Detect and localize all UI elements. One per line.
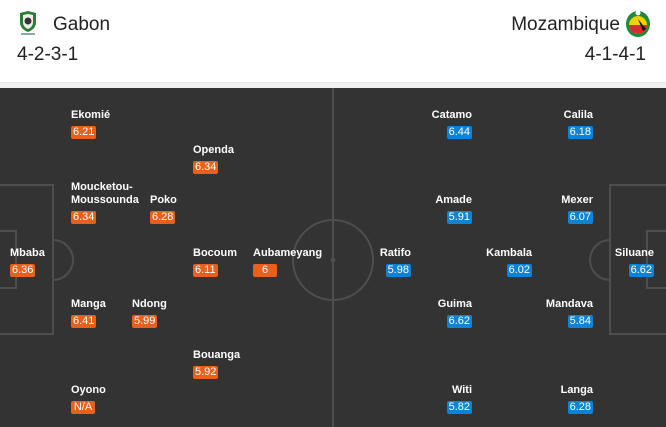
player-name: Mandava	[545, 298, 593, 310]
gabon-crest-icon	[17, 10, 39, 36]
rating-badge: 6.11	[193, 264, 218, 277]
player-name: Kambala	[486, 247, 532, 259]
pitch	[0, 88, 666, 427]
player-guima[interactable]: Guima 6.62	[438, 298, 472, 328]
player-name: Moucketou-Moussounda	[71, 181, 139, 206]
player-aubameyang[interactable]: Aubameyang 6	[253, 247, 322, 277]
rating-badge: 6.62	[446, 315, 472, 328]
player-name: Oyono	[71, 384, 106, 396]
away-team-name: Mozambique	[511, 14, 620, 35]
rating-badge: 5.92	[193, 366, 219, 379]
player-calila[interactable]: Calila 6.18	[564, 109, 593, 139]
player-mexer[interactable]: Mexer 6.07	[561, 194, 593, 224]
player-name: Siluane	[614, 247, 654, 259]
player-name: Guima	[437, 298, 472, 310]
rating-badge: 6.18	[567, 126, 593, 139]
player-name: Witi	[451, 384, 472, 396]
player-openda[interactable]: Openda 6.34	[193, 144, 234, 174]
player-ndong[interactable]: Ndong 5.99	[132, 298, 167, 328]
home-team-name: Gabon	[53, 14, 111, 35]
player-name: Ratifo	[379, 247, 411, 259]
player-name: Calila	[563, 109, 593, 121]
pitch-lines	[0, 88, 666, 427]
rating-badge: 6.02	[506, 264, 532, 277]
player-name: Bocoum	[193, 247, 237, 259]
rating-badge: 6.28	[567, 401, 593, 414]
player-bocoum[interactable]: Bocoum 6.11	[193, 247, 237, 277]
player-langa[interactable]: Langa 6.28	[561, 384, 593, 414]
player-moucketou-moussounda[interactable]: Moucketou-Moussounda 6.34	[71, 181, 139, 224]
rating-badge: 6.07	[567, 211, 593, 224]
rating-badge: 5.82	[446, 401, 472, 414]
player-witi[interactable]: Witi 5.82	[446, 384, 472, 414]
player-siluane[interactable]: Siluane 6.62	[615, 247, 654, 277]
rating-badge: 5.98	[385, 264, 411, 277]
player-manga[interactable]: Manga 6.41	[71, 298, 106, 328]
rating-badge: 5.99	[132, 315, 158, 328]
player-oyono[interactable]: Oyono N/A	[71, 384, 106, 414]
player-amade[interactable]: Amade 5.91	[435, 194, 472, 224]
player-catamo[interactable]: Catamo 6.44	[432, 109, 472, 139]
player-name: Amade	[435, 194, 472, 206]
player-name: Catamo	[431, 109, 472, 121]
rating-badge: 6	[253, 264, 277, 277]
player-name: Poko	[150, 194, 177, 206]
player-name: Manga	[71, 298, 106, 310]
rating-badge: 6.34	[71, 211, 97, 224]
rating-badge: 6.62	[628, 264, 654, 277]
away-formation: 4-1-4-1	[584, 44, 646, 65]
lineup-header: Gabon 4-2-3-1 Mozambique 4-1-4-1	[0, 0, 666, 83]
player-mbaba[interactable]: Mbaba 6.36	[10, 247, 45, 277]
player-mandava[interactable]: Mandava 5.84	[546, 298, 593, 328]
player-bouanga[interactable]: Bouanga 5.92	[193, 349, 240, 379]
player-name: Langa	[560, 384, 593, 396]
player-kambala[interactable]: Kambala 6.02	[486, 247, 532, 277]
player-poko[interactable]: Poko 6.28	[150, 194, 177, 224]
rating-badge: 6.36	[10, 264, 36, 277]
player-name: Mbaba	[10, 247, 45, 259]
rating-badge: N/A	[71, 401, 95, 414]
player-ratifo[interactable]: Ratifo 5.98	[380, 247, 411, 277]
home-formation: 4-2-3-1	[17, 44, 79, 65]
rating-badge: 6.28	[150, 211, 176, 224]
rating-badge: 5.91	[446, 211, 472, 224]
player-name: Ndong	[132, 298, 167, 310]
player-name: Aubameyang	[253, 247, 323, 259]
rating-badge: 5.84	[567, 315, 593, 328]
rating-badge: 6.34	[193, 161, 219, 174]
rating-badge: 6.41	[71, 315, 97, 328]
player-name: Bouanga	[193, 349, 241, 361]
player-name: Mexer	[561, 194, 593, 206]
player-name: Ekomié	[71, 109, 111, 121]
mozambique-crest-icon	[625, 9, 651, 37]
player-name: Openda	[193, 144, 234, 156]
player-ekomie[interactable]: Ekomié 6.21	[71, 109, 110, 139]
rating-badge: 6.44	[446, 126, 472, 139]
rating-badge: 6.21	[71, 126, 97, 139]
